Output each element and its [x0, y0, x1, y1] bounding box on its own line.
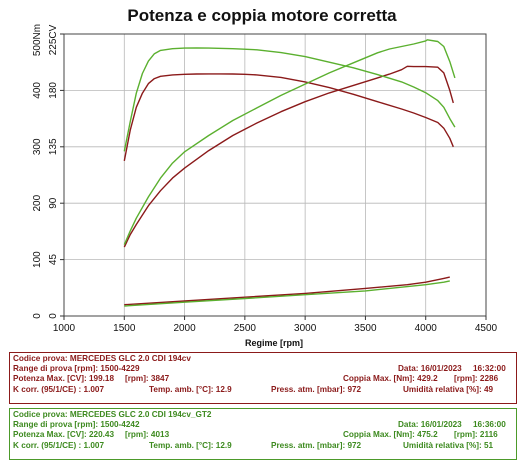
- plot-frame: [63, 33, 487, 317]
- y-tick-label-torque: 500Nm: [32, 24, 43, 56]
- x-tick-label: 2500: [234, 323, 257, 334]
- y-tick-label-torque: 400: [32, 82, 43, 99]
- y-tick-label-torque: 0: [32, 313, 43, 319]
- x-tick-label: 1000: [53, 323, 76, 334]
- y-tick-label-torque: 300: [32, 138, 43, 155]
- x-axis-label: Regime [rpm]: [245, 338, 303, 348]
- series-line-power: [123, 39, 456, 245]
- test-temp: Temp. amb. [°C]: 12.9: [149, 384, 232, 394]
- test-date: Data: 16/01/2023: [398, 420, 462, 430]
- test-power-rpm: [rpm]: 3847: [125, 374, 170, 384]
- test-info-box-1: Codice prova: MERCEDES GLC 2.0 CDI 194cv…: [9, 352, 517, 404]
- test-power-rpm: [rpm]: 4013: [125, 430, 170, 440]
- test-humidity: Umidità relativa [%]: 51: [403, 440, 494, 450]
- tick-labels: 1000 1500 2000 2500 3000 3500 4000 4500 0 0 100 45 2…: [32, 24, 498, 334]
- x-tick-label: 3500: [354, 323, 377, 334]
- series-line-loss_power: [124, 280, 450, 307]
- x-tick-label: 2000: [173, 323, 196, 334]
- test-time: 16:32:00: [473, 364, 506, 374]
- test-range: Range di prova [rpm]: 1500-4242: [13, 420, 140, 430]
- y-tick-label-power: 90: [48, 197, 59, 209]
- series-line-torque: [123, 73, 454, 162]
- series-group: [123, 39, 456, 307]
- series-line-loss_power: [124, 276, 450, 306]
- chart-title: Potenza e coppia motore corretta: [127, 6, 397, 25]
- x-tick-label: 1500: [113, 323, 136, 334]
- chart: Potenza e coppia motore corretta 1000 150…: [32, 6, 498, 348]
- y-tick-label-power: 45: [48, 254, 59, 266]
- test-press: Press. atm. [mbar]: 972: [271, 384, 362, 394]
- y-tick-label-torque: 200: [32, 194, 43, 211]
- test-torque-rpm: [rpm]: 2116: [454, 430, 498, 440]
- test-code: Codice prova: MERCEDES GLC 2.0 CDI 194cv: [13, 354, 191, 363]
- test-torque-rpm: [rpm]: 2286: [454, 374, 499, 384]
- test-torque-max: Coppia Max. [Nm]: 429.2: [343, 374, 438, 384]
- series-line-torque: [123, 47, 456, 152]
- test-power-max: Potenza Max. [CV]: 220.43: [13, 430, 115, 440]
- test-humidity: Umidità relativa [%]: 49: [403, 384, 494, 394]
- y-tick-label-power: 135: [48, 138, 59, 155]
- test-temp: Temp. amb. [°C]: 12.9: [149, 440, 232, 450]
- axes: [60, 33, 487, 320]
- x-tick-label: 3000: [294, 323, 317, 334]
- y-tick-label-torque: 100: [32, 251, 43, 268]
- test-code: Codice prova: MERCEDES GLC 2.0 CDI 194cv…: [13, 410, 212, 419]
- series-line-power: [123, 65, 454, 248]
- test-date: Data: 16/01/2023: [398, 364, 462, 374]
- test-range: Range di prova [rpm]: 1500-4229: [13, 364, 140, 374]
- test-k-corr: K corr. (95/1/CE) : 1.007: [13, 440, 105, 450]
- test-time: 16:36:00: [473, 420, 506, 430]
- x-tick-label: 4000: [415, 323, 438, 334]
- test-k-corr: K corr. (95/1/CE) : 1.007: [13, 384, 105, 394]
- y-tick-label-power: 225CV: [48, 24, 59, 55]
- y-tick-label-power: 0: [48, 313, 59, 319]
- test-press: Press. atm. [mbar]: 972: [271, 440, 362, 450]
- test-power-max: Potenza Max. [CV]: 199.18: [13, 374, 115, 384]
- x-tick-label: 4500: [475, 323, 498, 334]
- y-tick-label-power: 180: [48, 82, 59, 99]
- test-info-box-2: Codice prova: MERCEDES GLC 2.0 CDI 194cv…: [9, 408, 517, 460]
- test-torque-max: Coppia Max. [Nm]: 475.2: [343, 430, 438, 440]
